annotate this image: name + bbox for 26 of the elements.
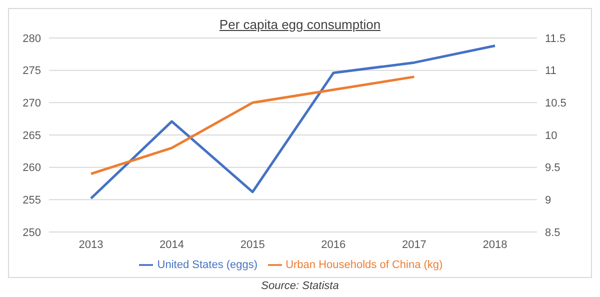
y-tick-label: 260 — [22, 162, 41, 174]
source-note: Source: Statista — [260, 280, 340, 292]
y2-tick-label: 9.5 — [545, 162, 560, 174]
y2-tick-label: 10 — [545, 130, 558, 142]
y2-tick-label: 8.5 — [545, 226, 560, 239]
x-tick-label: 2017 — [402, 238, 426, 251]
legend-label: United States (eggs) — [157, 258, 258, 271]
y-tick-label: 275 — [22, 65, 41, 78]
y-tick-label: 280 — [22, 32, 41, 45]
y2-tick-label: 11.5 — [545, 32, 566, 45]
x-tick-label: 2014 — [160, 238, 184, 251]
y2-tick-label: 9 — [545, 194, 552, 207]
x-tick-label: 2015 — [240, 238, 265, 251]
legend-label: Urban Households of China (kg) — [286, 258, 443, 271]
x-tick-label: 2018 — [482, 238, 508, 251]
x-tick-label: 2016 — [321, 238, 346, 251]
y2-tick-label: 10.5 — [545, 98, 566, 110]
chart-title: Per capita egg consumption — [218, 17, 382, 32]
y-tick-label: 265 — [22, 130, 41, 142]
line-series — [90, 76, 416, 176]
y-tick-label: 255 — [22, 194, 41, 207]
x-tick-label: 2013 — [78, 238, 104, 251]
line-series — [90, 44, 496, 200]
y-tick-label: 270 — [22, 98, 41, 110]
y-tick-label: 250 — [22, 226, 41, 239]
y2-tick-label: 11 — [545, 65, 556, 78]
